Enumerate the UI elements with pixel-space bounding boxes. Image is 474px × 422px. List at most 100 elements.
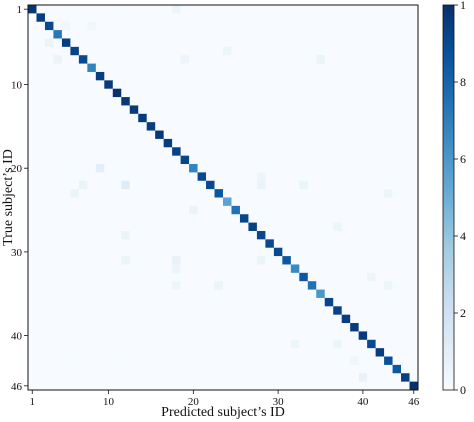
heatmap-cell (231, 289, 241, 299)
heatmap-cell (341, 189, 351, 198)
heatmap-cell (401, 331, 410, 341)
heatmap-cell (155, 331, 164, 341)
heatmap-cell (61, 230, 71, 240)
heatmap-cell (138, 247, 148, 257)
heatmap-cell (138, 105, 148, 115)
heatmap-cell (401, 13, 410, 23)
heatmap-cell (112, 55, 122, 64)
heatmap-cell (87, 5, 97, 14)
heatmap-cell (367, 80, 376, 90)
heatmap-cell (367, 364, 376, 374)
heatmap-cell (129, 55, 139, 64)
heatmap-cell (163, 214, 173, 223)
heatmap-cell (44, 339, 54, 349)
heatmap-cell (367, 264, 376, 274)
heatmap-cell (282, 230, 292, 240)
heatmap-cell (146, 339, 156, 349)
heatmap-cell (307, 155, 317, 165)
heatmap-cell (214, 272, 224, 282)
heatmap-cell (104, 155, 114, 165)
heatmap-cell (155, 356, 164, 366)
heatmap-cell (282, 147, 292, 156)
heatmap-cell (180, 113, 190, 123)
heatmap-cell (214, 46, 224, 56)
heatmap-cell (409, 323, 419, 332)
heatmap-cell (350, 230, 359, 240)
heatmap-cell (223, 21, 232, 31)
heatmap-cell (384, 264, 393, 274)
heatmap-cell (146, 272, 156, 282)
heatmap-cell (316, 306, 326, 316)
heatmap-cell (316, 348, 326, 357)
y-tick-label: 1 (17, 4, 23, 16)
heatmap-cell (78, 314, 88, 324)
heatmap-cell (299, 381, 309, 391)
heatmap-cell (95, 138, 105, 148)
heatmap-cell (316, 55, 326, 64)
heatmap-cell (265, 130, 275, 140)
heatmap-cell (265, 113, 275, 123)
heatmap-cell (409, 230, 419, 240)
heatmap-cell (248, 105, 258, 115)
heatmap-cell (163, 38, 173, 48)
heatmap-cell (341, 289, 351, 299)
heatmap-cell (155, 63, 164, 73)
heatmap-cell (87, 289, 97, 299)
heatmap-cell (307, 38, 317, 48)
heatmap-cell (273, 264, 283, 274)
heatmap-cell (112, 339, 122, 349)
heatmap-cell (146, 21, 156, 31)
heatmap-cell (256, 205, 266, 215)
heatmap-cell (367, 281, 376, 290)
heatmap-cell (206, 155, 215, 165)
heatmap-cell (333, 230, 343, 240)
heatmap-cell (375, 21, 385, 31)
heatmap-cell (324, 272, 334, 282)
heatmap-cell (384, 97, 393, 106)
heatmap-cell (409, 214, 419, 223)
heatmap-cell (206, 164, 215, 173)
heatmap-cell (121, 205, 131, 215)
heatmap-cell (197, 222, 207, 232)
heatmap-cell (392, 38, 402, 48)
heatmap-cell (392, 5, 402, 14)
heatmap-cell (392, 364, 402, 374)
heatmap-cell (350, 122, 359, 131)
heatmap-cell (112, 297, 122, 307)
heatmap-cell (290, 339, 300, 349)
heatmap-cell (36, 38, 46, 48)
heatmap-cell (324, 264, 334, 274)
heatmap-cell (197, 189, 207, 198)
heatmap-cell (341, 205, 351, 215)
heatmap-cell (112, 264, 122, 274)
heatmap-cell (223, 381, 232, 391)
heatmap-cell (61, 289, 71, 299)
heatmap-cell (129, 281, 139, 290)
heatmap-cell (223, 71, 232, 81)
y-tick-label: 20 (11, 163, 23, 175)
heatmap-cell (61, 381, 71, 391)
heatmap-cell (333, 356, 343, 366)
heatmap-cell (138, 147, 148, 156)
heatmap-cell (44, 122, 54, 131)
heatmap-cell (146, 331, 156, 341)
heatmap-cell (223, 189, 232, 198)
heatmap-cell (78, 138, 88, 148)
heatmap-cell (265, 205, 275, 215)
heatmap-cell (112, 21, 122, 31)
heatmap-cell (307, 247, 317, 257)
heatmap-cell (290, 130, 300, 140)
heatmap-cell (358, 197, 368, 207)
heatmap-cell (367, 306, 376, 316)
heatmap-cell (299, 373, 309, 382)
heatmap-cell (180, 381, 190, 391)
heatmap-cell (239, 63, 249, 73)
heatmap-cell (324, 222, 334, 232)
heatmap-cell (341, 281, 351, 290)
heatmap-cell (265, 323, 275, 332)
heatmap-cell (375, 80, 385, 90)
heatmap-cell (36, 356, 46, 366)
heatmap-cell (239, 364, 249, 374)
heatmap-cell (239, 30, 249, 39)
